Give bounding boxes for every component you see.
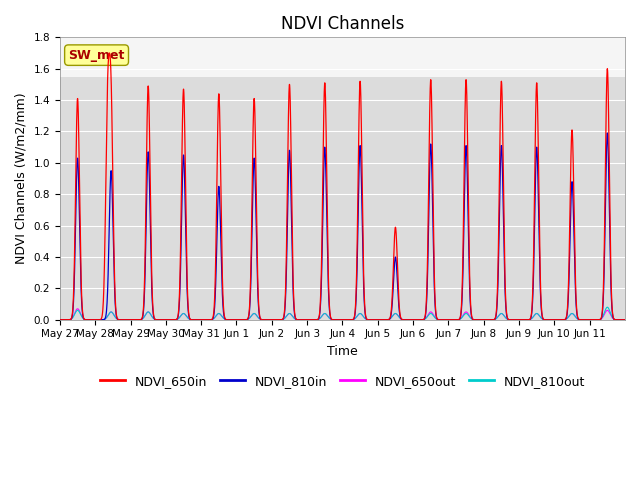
NDVI_810in [172, 317, 180, 323]
NDVI_650out [465, 312, 473, 318]
NDVI_650out [535, 312, 543, 318]
NDVI_650in [126, 317, 134, 323]
NDVI_650out [615, 317, 623, 323]
NDVI_810out [465, 313, 472, 319]
NDVI_650out [172, 317, 180, 323]
Line: NDVI_810out: NDVI_810out [60, 307, 625, 320]
NDVI_810out [415, 317, 423, 323]
NDVI_650out [74, 306, 81, 312]
NDVI_650out [501, 314, 509, 320]
NDVI_650in [501, 271, 509, 277]
NDVI_810out [56, 317, 64, 323]
X-axis label: Time: Time [327, 345, 358, 358]
NDVI_650out [56, 317, 64, 323]
NDVI_810in [621, 317, 628, 323]
Y-axis label: NDVI Channels (W/m2/mm): NDVI Channels (W/m2/mm) [15, 93, 28, 264]
Bar [60, 37, 625, 76]
Line: NDVI_650in: NDVI_650in [60, 53, 625, 320]
NDVI_650in [56, 317, 64, 323]
NDVI_810in [615, 317, 623, 323]
NDVI_650in [535, 186, 543, 192]
NDVI_650out [126, 317, 134, 323]
NDVI_810in [535, 212, 543, 218]
NDVI_650in [615, 317, 623, 323]
Line: NDVI_810in: NDVI_810in [60, 133, 625, 320]
NDVI_810out [621, 317, 628, 323]
NDVI_650out [621, 317, 628, 323]
NDVI_810out [535, 312, 543, 318]
NDVI_810out [172, 317, 180, 323]
NDVI_810in [126, 317, 134, 323]
NDVI_650in [415, 317, 423, 323]
NDVI_810out [501, 314, 509, 320]
NDVI_650in [172, 317, 180, 323]
NDVI_650in [106, 50, 113, 56]
NDVI_650in [621, 317, 628, 323]
NDVI_810out [615, 317, 623, 323]
Text: SW_met: SW_met [68, 48, 125, 61]
NDVI_810in [501, 278, 509, 284]
NDVI_810out [126, 317, 134, 323]
Line: NDVI_650out: NDVI_650out [60, 309, 625, 320]
NDVI_810in [465, 248, 472, 254]
NDVI_810in [604, 130, 611, 136]
Title: NDVI Channels: NDVI Channels [281, 15, 404, 33]
NDVI_810out [604, 304, 611, 310]
NDVI_810in [415, 317, 423, 323]
NDVI_810in [56, 317, 64, 323]
NDVI_650out [415, 317, 423, 323]
Legend: NDVI_650in, NDVI_810in, NDVI_650out, NDVI_810out: NDVI_650in, NDVI_810in, NDVI_650out, NDV… [95, 370, 590, 393]
NDVI_650in [465, 234, 473, 240]
